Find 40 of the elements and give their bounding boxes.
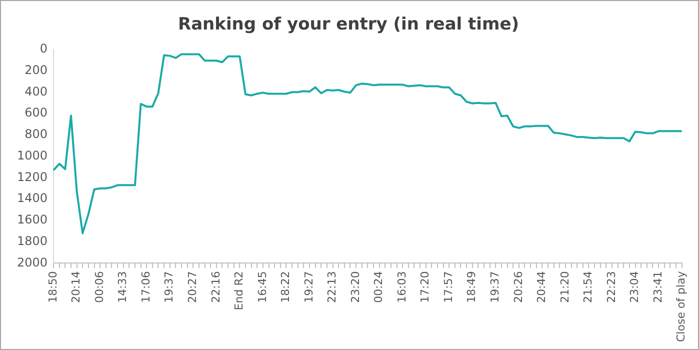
y-tick-label: 600 [24, 106, 48, 120]
y-tick-label: 1200 [16, 170, 48, 184]
x-tick-label: 19:37 [488, 271, 502, 303]
x-tick-label: 18:22 [279, 271, 292, 303]
x-tick-label: 17:06 [139, 271, 152, 303]
chart-title: Ranking of your entry (in real time) [178, 14, 520, 35]
x-tick-label: 16:03 [395, 271, 408, 303]
x-tick-label: 00:24 [372, 271, 386, 303]
x-tick-label: 22:16 [209, 271, 222, 303]
x-tick-label: 18:50 [46, 271, 60, 303]
x-tick-label: 18:49 [465, 271, 478, 303]
x-tick-label: 23:41 [651, 271, 664, 303]
y-tick-label: 800 [24, 127, 48, 142]
x-tick-label: 16:45 [256, 271, 269, 303]
y-tick-label: 400 [24, 84, 48, 98]
x-tick-label: 00:06 [92, 271, 106, 303]
x-tick-label: 20:14 [70, 271, 83, 303]
x-tick-label: 20:27 [186, 271, 200, 303]
y-tick-label: 1400 [16, 191, 48, 206]
y-tick-label: 0 [40, 42, 48, 56]
x-tick-label: 23:04 [628, 271, 642, 303]
y-tick-label: 1600 [16, 212, 48, 227]
x-tick-label: Close of play [674, 270, 688, 342]
y-tick-label: 200 [24, 62, 48, 77]
x-tick-label: 21:54 [582, 271, 595, 303]
x-tick-label: 22:13 [326, 271, 339, 303]
y-tick-label: 1000 [16, 148, 48, 162]
y-tick-label: 2000 [16, 255, 48, 270]
x-tick-label: End R2 [232, 271, 246, 310]
x-tick-label: 21:20 [558, 271, 572, 303]
x-tick-label: 19:37 [162, 271, 176, 303]
x-tick-label: 17:57 [442, 271, 455, 303]
y-tick-label: 1800 [16, 234, 48, 248]
x-tick-label: 19:27 [302, 271, 316, 303]
x-tick-label: 20:26 [512, 271, 525, 303]
x-tick-label: 22:23 [604, 271, 618, 303]
x-tick-label: 17:20 [418, 271, 432, 303]
x-tick-label: 14:33 [116, 271, 130, 303]
x-tick-label: 23:20 [348, 271, 362, 303]
x-tick-label: 20:44 [535, 271, 548, 303]
